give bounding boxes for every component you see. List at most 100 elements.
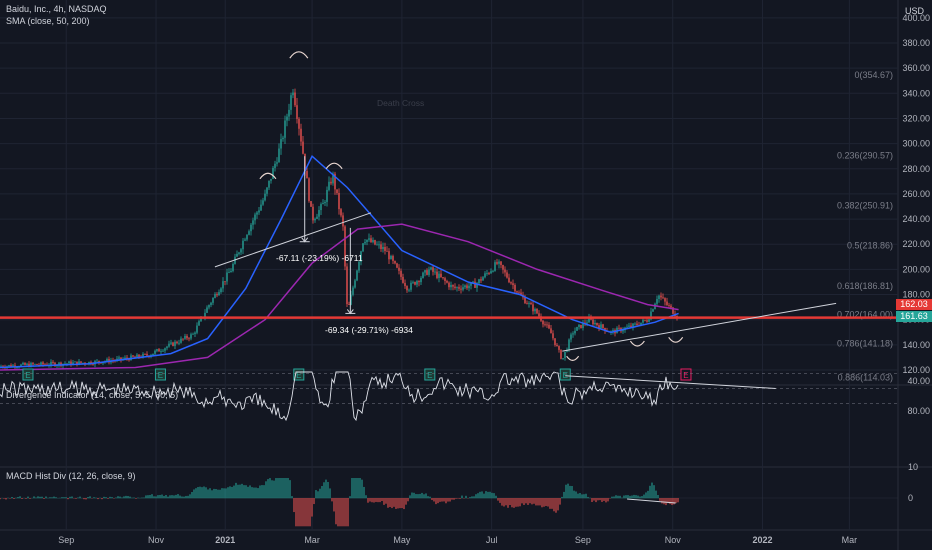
macd-bar bbox=[157, 495, 159, 499]
macd-bar bbox=[593, 498, 595, 501]
macd-bar bbox=[147, 495, 149, 499]
macd-bar bbox=[229, 486, 231, 499]
candle-body bbox=[134, 356, 136, 358]
candle-body bbox=[496, 262, 498, 264]
head-arc bbox=[289, 51, 309, 59]
macd-bar bbox=[429, 496, 431, 499]
macd-bar bbox=[663, 498, 665, 505]
macd-bar bbox=[321, 485, 323, 499]
candle-body bbox=[408, 289, 410, 291]
y-tick-label: 220.00 bbox=[902, 239, 930, 249]
macd-bar bbox=[153, 496, 155, 499]
macd-bar bbox=[571, 486, 573, 499]
candle-body bbox=[158, 349, 160, 352]
macd-bar bbox=[643, 494, 645, 499]
macd-bar bbox=[531, 498, 533, 505]
macd-bar bbox=[493, 493, 495, 499]
macd-bar bbox=[551, 498, 553, 509]
macd-bar bbox=[41, 496, 43, 499]
macd-bar bbox=[625, 495, 627, 499]
candle-body bbox=[386, 250, 388, 252]
candle-body bbox=[254, 214, 256, 221]
candle-body bbox=[270, 178, 272, 181]
macd-bar bbox=[441, 498, 443, 502]
macd-bar bbox=[209, 488, 211, 499]
candle-body bbox=[196, 325, 198, 333]
macd-bar bbox=[25, 498, 27, 499]
candle-body bbox=[488, 273, 490, 274]
candle-body bbox=[352, 287, 354, 295]
macd-bar bbox=[63, 497, 65, 499]
candle-body bbox=[466, 285, 468, 289]
macd-bar bbox=[249, 485, 251, 499]
candle-body bbox=[580, 324, 582, 328]
fib-level-label: 0.236(290.57) bbox=[837, 150, 893, 160]
macd-bar bbox=[491, 492, 493, 499]
y-tick-label: 360.00 bbox=[902, 63, 930, 73]
macd-bar bbox=[97, 498, 99, 500]
candle-body bbox=[448, 282, 450, 288]
macd-bar bbox=[499, 498, 501, 503]
macd-bar bbox=[137, 497, 139, 499]
candle-body bbox=[470, 282, 472, 286]
candle-body bbox=[430, 267, 432, 270]
macd-bar bbox=[13, 498, 15, 499]
earnings-marker bbox=[680, 368, 692, 381]
candle-body bbox=[74, 361, 76, 363]
candle-body bbox=[172, 342, 174, 346]
candle-body bbox=[664, 298, 666, 302]
candle-body bbox=[190, 334, 192, 339]
y-tick-label: 340.00 bbox=[902, 88, 930, 98]
macd-bar bbox=[541, 498, 543, 508]
macd-bar bbox=[181, 496, 183, 499]
fib-level-label: 0.382(250.91) bbox=[837, 200, 893, 210]
bottom-arc bbox=[629, 340, 645, 347]
macd-bar bbox=[465, 495, 467, 499]
macd-bar bbox=[657, 495, 659, 499]
candle-body bbox=[256, 212, 258, 215]
candle-body bbox=[384, 247, 386, 251]
candle-body bbox=[444, 278, 446, 281]
macd-bar bbox=[355, 478, 357, 499]
candle-body bbox=[406, 286, 408, 291]
candle-body bbox=[308, 178, 310, 202]
macd-bar bbox=[313, 498, 315, 505]
macd-bar bbox=[71, 496, 73, 499]
candle-body bbox=[482, 277, 484, 281]
macd-bar bbox=[367, 498, 369, 503]
candle-body bbox=[152, 353, 154, 356]
candle-body bbox=[640, 322, 642, 326]
macd-bar bbox=[471, 496, 473, 499]
macd-bar bbox=[363, 486, 365, 499]
candle-body bbox=[266, 187, 268, 194]
macd-bar bbox=[193, 489, 195, 499]
macd-bar bbox=[245, 485, 247, 499]
candle-body bbox=[652, 309, 654, 312]
candle-body bbox=[510, 282, 512, 284]
candle-body bbox=[118, 357, 120, 359]
currency-label[interactable]: USD bbox=[904, 6, 924, 16]
candle-body bbox=[548, 324, 550, 329]
candle-body bbox=[274, 163, 276, 168]
macd-bar bbox=[241, 483, 243, 499]
candle-body bbox=[194, 332, 196, 334]
candle-body bbox=[220, 288, 222, 293]
candle-body bbox=[180, 338, 182, 343]
candle-body bbox=[374, 240, 376, 245]
candle-body bbox=[612, 329, 614, 332]
macd-bar bbox=[419, 493, 421, 499]
macd-bar bbox=[415, 494, 417, 499]
macd-bar bbox=[103, 496, 105, 499]
macd-bar bbox=[117, 496, 119, 499]
candle-body bbox=[250, 224, 252, 232]
candle-body bbox=[246, 234, 248, 240]
candle-body bbox=[142, 353, 144, 358]
earnings-marker bbox=[559, 368, 571, 381]
sma-200-line bbox=[0, 223, 679, 371]
candle-body bbox=[474, 281, 476, 288]
candle-body bbox=[370, 238, 372, 243]
candle-body bbox=[330, 181, 332, 184]
macd-bar bbox=[637, 495, 639, 499]
candle-body bbox=[316, 216, 318, 219]
candle-body bbox=[604, 327, 606, 332]
